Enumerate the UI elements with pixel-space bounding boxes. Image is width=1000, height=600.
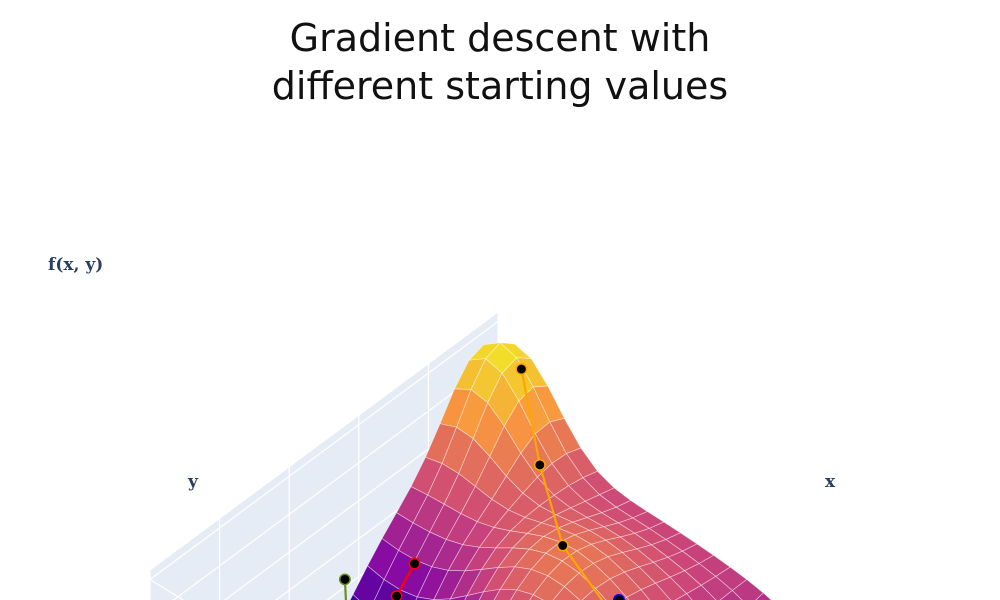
surface-cell bbox=[449, 595, 468, 600]
surface-cell bbox=[415, 596, 435, 600]
surface-cell bbox=[532, 575, 565, 600]
surface-cell bbox=[731, 579, 764, 600]
path-4-point[interactable] bbox=[515, 363, 528, 376]
surface-cell bbox=[700, 575, 733, 600]
z-gridline bbox=[223, 397, 499, 600]
surface-cell bbox=[626, 589, 650, 600]
path-1-point[interactable] bbox=[390, 590, 403, 600]
surface-cell bbox=[674, 593, 693, 600]
path-3-point[interactable] bbox=[613, 594, 625, 600]
surface-cell bbox=[755, 592, 772, 600]
path-4[interactable] bbox=[515, 363, 746, 600]
surface-cell bbox=[719, 590, 743, 600]
surface-cell bbox=[493, 588, 518, 600]
chart-title-line-1: Gradient descent with bbox=[289, 16, 711, 60]
surface-cell bbox=[552, 586, 581, 600]
surface-cell bbox=[349, 593, 360, 600]
path-1-point[interactable] bbox=[408, 557, 421, 570]
z-gridline bbox=[275, 435, 499, 600]
path-4-point[interactable] bbox=[556, 539, 569, 552]
surface-cell bbox=[478, 588, 501, 600]
x-axis-title: x bbox=[825, 472, 836, 492]
surface-cell bbox=[464, 591, 485, 600]
surface-cell bbox=[352, 565, 385, 600]
path-1-line[interactable] bbox=[353, 563, 416, 600]
surface-cell bbox=[529, 594, 544, 600]
chart-title: Gradient descent with different starting… bbox=[0, 14, 1000, 110]
surface[interactable] bbox=[150, 342, 896, 600]
surface-cell bbox=[655, 576, 688, 600]
z-gridline bbox=[172, 359, 499, 600]
z-axis-title: f(x, y) bbox=[48, 255, 103, 275]
surface-cell bbox=[510, 589, 534, 600]
path-1[interactable] bbox=[348, 557, 421, 600]
path-2-point[interactable] bbox=[338, 573, 351, 586]
y-axis-title: y bbox=[187, 472, 199, 492]
descent-paths[interactable] bbox=[338, 363, 755, 600]
path-4-point[interactable] bbox=[533, 458, 546, 471]
surface-cell bbox=[686, 584, 717, 600]
chart-title-line-2: different starting values bbox=[271, 64, 729, 108]
surface-cell bbox=[640, 582, 671, 600]
